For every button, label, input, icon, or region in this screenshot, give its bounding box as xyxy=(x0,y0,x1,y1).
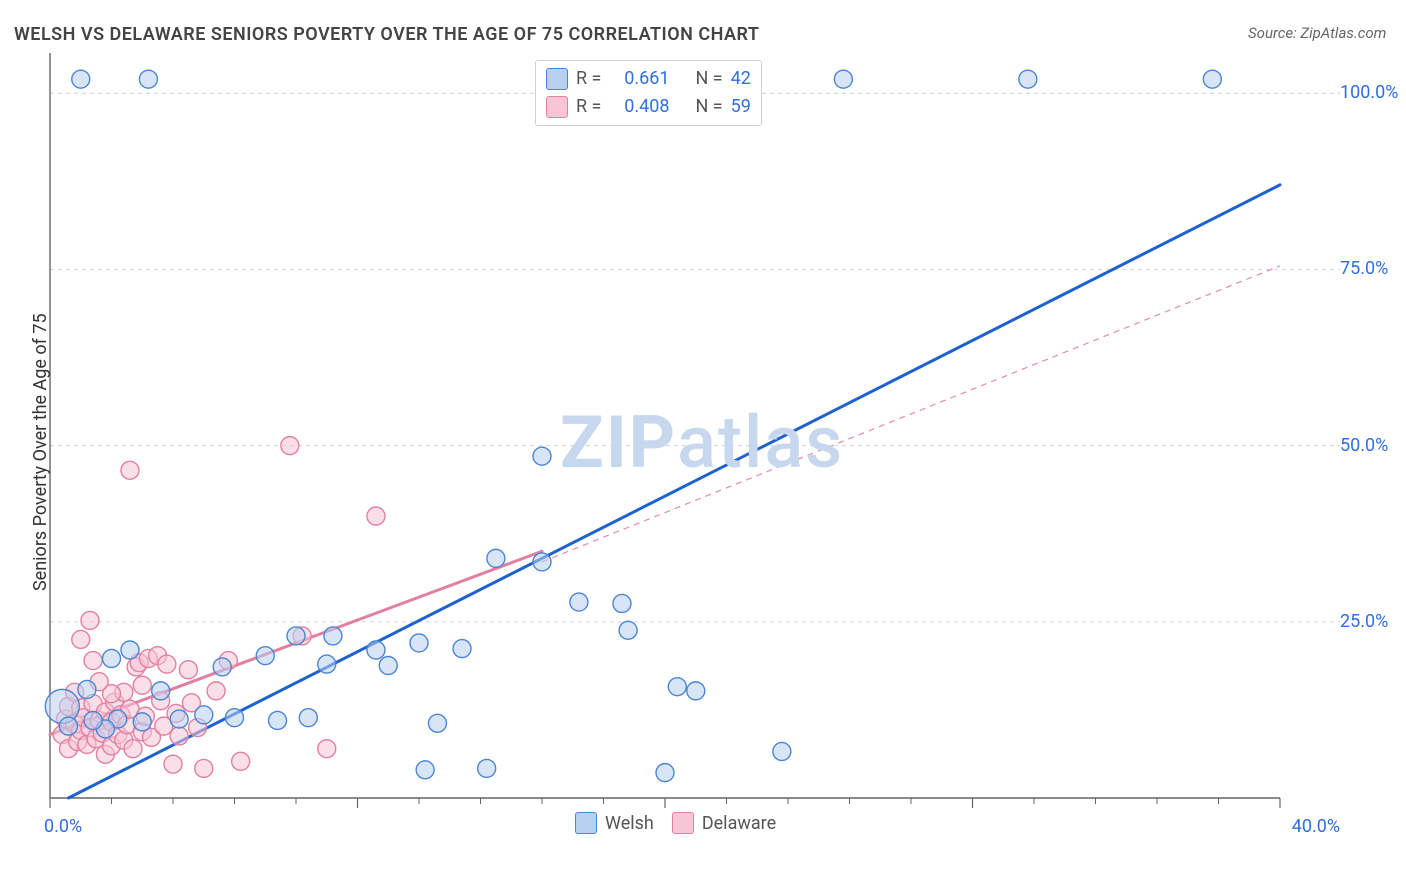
axis-tick-label: 25.0% xyxy=(1340,611,1388,632)
axis-tick-label: 75.0% xyxy=(1340,258,1388,279)
y-axis-label: Seniors Poverty Over the Age of 75 xyxy=(30,313,51,591)
axis-tick-label: 40.0% xyxy=(1292,816,1340,837)
legend-swatch xyxy=(546,68,568,90)
legend-n-label: N = xyxy=(695,65,722,93)
legend-r-label: R = xyxy=(576,93,601,121)
legend-n-value: 59 xyxy=(731,93,751,121)
legend-r-value: 0.661 xyxy=(609,65,669,93)
axis-tick-label: 100.0% xyxy=(1340,82,1398,103)
legend-n-label: N = xyxy=(695,93,722,121)
legend-item: Welsh xyxy=(575,812,654,834)
series-legend: Welsh Delaware xyxy=(575,812,776,834)
legend-swatch xyxy=(546,96,568,118)
legend-swatch xyxy=(672,812,694,834)
chart-root: WELSH VS DELAWARE SENIORS POVERTY OVER T… xyxy=(0,0,1406,892)
legend-n-value: 42 xyxy=(731,65,751,93)
legend-row: R = 0.661 N = 42 xyxy=(546,65,751,93)
legend-item: Delaware xyxy=(672,812,776,834)
axis-tick-label: 0.0% xyxy=(44,816,82,837)
legend-r-value: 0.408 xyxy=(609,93,669,121)
legend-series-label: Delaware xyxy=(702,813,776,834)
legend-series-label: Welsh xyxy=(605,813,654,834)
scatter-plot xyxy=(0,0,1406,892)
legend-row: R = 0.408 N = 59 xyxy=(546,93,751,121)
legend-swatch xyxy=(575,812,597,834)
legend-r-label: R = xyxy=(576,65,601,93)
axis-tick-label: 50.0% xyxy=(1340,435,1388,456)
correlation-legend: R = 0.661 N = 42 R = 0.408 N = 59 xyxy=(535,60,762,126)
